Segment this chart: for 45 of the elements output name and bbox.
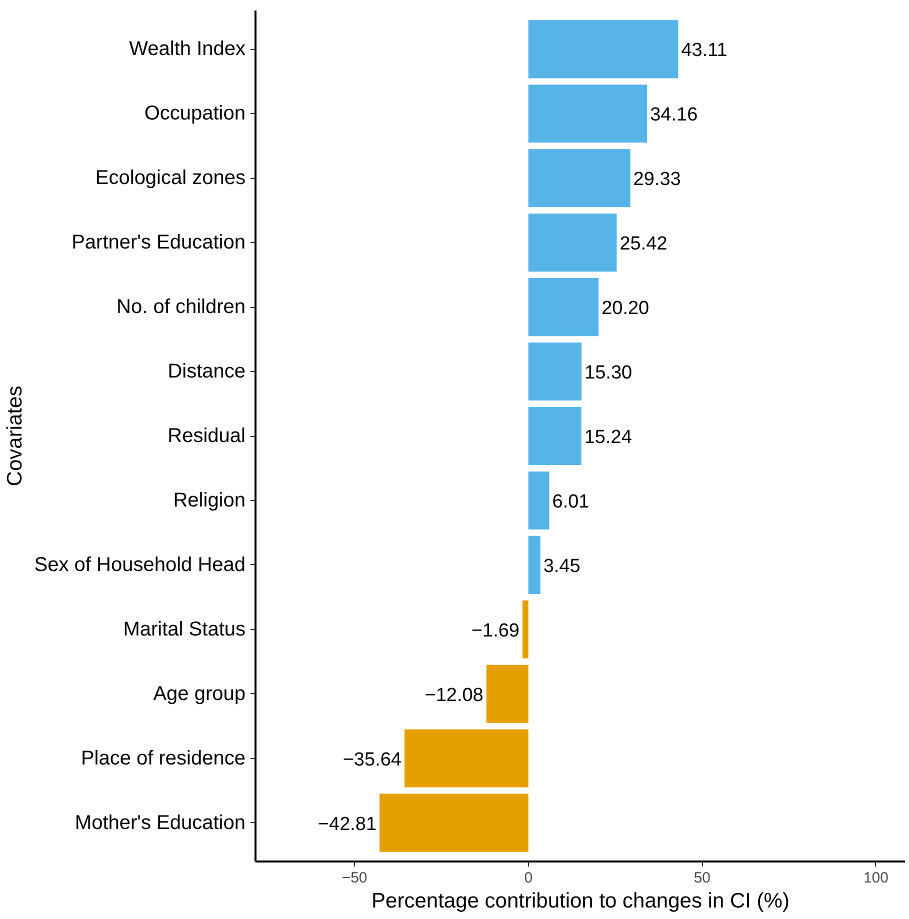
data-label: 25.42: [620, 234, 668, 255]
bar: [528, 20, 678, 78]
bar: [528, 471, 550, 530]
bar: [404, 729, 528, 788]
data-label: −12.08: [424, 684, 484, 706]
y-tick-label: Wealth Index: [129, 38, 246, 60]
data-label: −35.64: [342, 749, 402, 770]
x-tick-label: 50: [694, 870, 711, 886]
y-tick-label: Religion: [173, 489, 246, 512]
y-axis-title: Covariates: [3, 386, 26, 486]
data-label: 34.16: [650, 104, 698, 126]
y-tick-label: Age group: [153, 682, 246, 705]
y-tick-label: Ecological zones: [95, 167, 246, 190]
bar: [528, 214, 617, 272]
data-label: 43.11: [681, 40, 728, 62]
bar: [528, 406, 582, 466]
y-tick-label: Distance: [168, 360, 246, 383]
y-tick-label: No. of children: [116, 296, 246, 318]
y-tick-label: Mother's Education: [74, 812, 246, 834]
x-tick-label: 0: [524, 870, 533, 886]
data-label: −1.69: [471, 620, 520, 642]
bar: [380, 794, 528, 852]
bar: [486, 664, 528, 723]
y-tick-label: Marital Status: [123, 618, 246, 640]
bar: [528, 536, 540, 594]
y-tick-label: Place of residence: [80, 747, 246, 770]
y-tick-label: Sex of Household Head: [34, 554, 246, 576]
bar: [528, 149, 630, 208]
data-label: −42.81: [318, 814, 377, 835]
bar: [528, 84, 648, 143]
bar: [528, 342, 582, 401]
bar: [522, 600, 528, 658]
x-tick-label: 100: [863, 870, 888, 886]
data-label: 29.33: [633, 169, 681, 190]
y-tick-label: Residual: [168, 425, 246, 447]
data-label: 15.30: [584, 362, 632, 384]
data-label: 20.20: [602, 298, 650, 320]
bar: [528, 278, 599, 336]
x-tick-label: −50: [342, 870, 368, 886]
data-label: 15.24: [584, 427, 632, 448]
x-axis-title: Percentage contribution to changes in CI (%): [372, 890, 790, 912]
data-label: 6.01: [552, 491, 590, 512]
y-tick-label: Partner's Education: [72, 232, 246, 254]
y-tick-label: Occupation: [144, 102, 246, 125]
data-label: 3.45: [543, 556, 580, 577]
